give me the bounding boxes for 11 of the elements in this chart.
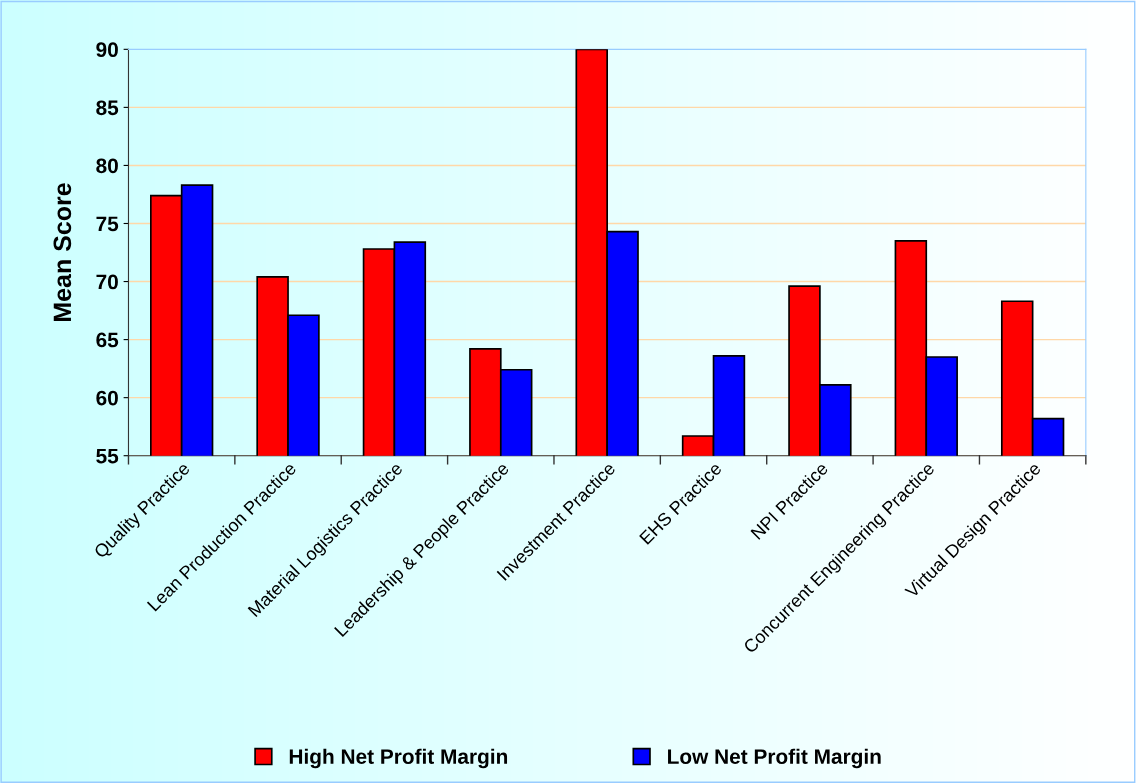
y-tick-label: 90: [96, 42, 118, 58]
y-tick-label: 75: [96, 216, 119, 232]
y-tick-label: 70: [96, 274, 118, 290]
y-tick-label: 85: [96, 100, 119, 116]
y-tick-label: 65: [96, 332, 119, 348]
y-tick-label: 60: [96, 390, 118, 406]
y-tick-label: 55: [96, 448, 119, 464]
legend-label: High Net Profit Margin: [289, 748, 508, 769]
y-axis-title: Mean Score: [53, 183, 72, 322]
y-tick-label: 80: [96, 158, 118, 174]
legend-label: Low Net Profit Margin: [668, 748, 881, 769]
